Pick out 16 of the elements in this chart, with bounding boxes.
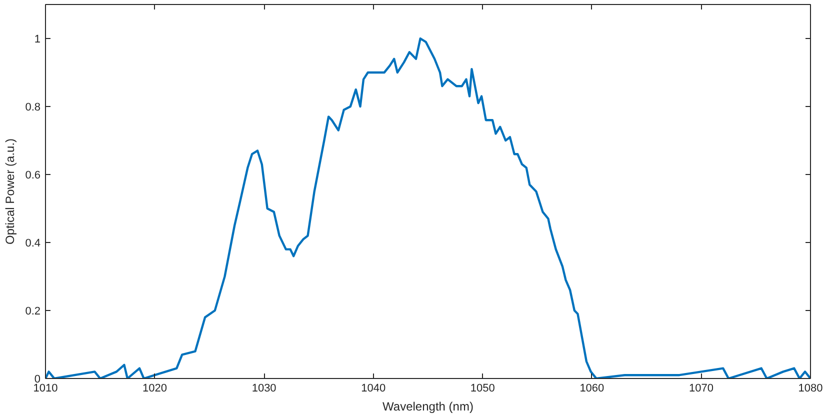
x-tick-label: 1050 (470, 382, 495, 394)
y-tick-label: 0.6 (25, 170, 41, 182)
line-series (46, 37, 810, 378)
y-axis-title: Optical Power (a.u.) (3, 138, 18, 245)
x-tick-label: 1060 (580, 382, 604, 394)
y-tick-label: 0.4 (25, 238, 41, 250)
x-tick-label: 1010 (33, 382, 58, 394)
x-tick-label: 1070 (688, 382, 714, 394)
x-tick-label: 1020 (142, 382, 168, 394)
y-tick-label: 1 (34, 34, 41, 46)
x-tick-label: 1040 (361, 382, 386, 394)
y-tick-label: 0.8 (25, 102, 41, 114)
x-tick-label: 1030 (252, 382, 276, 394)
x-tick-label: 1080 (798, 382, 823, 394)
x-axis-title: Wavelength (nm) (382, 400, 474, 414)
y-tick-label: 0.2 (25, 306, 41, 318)
